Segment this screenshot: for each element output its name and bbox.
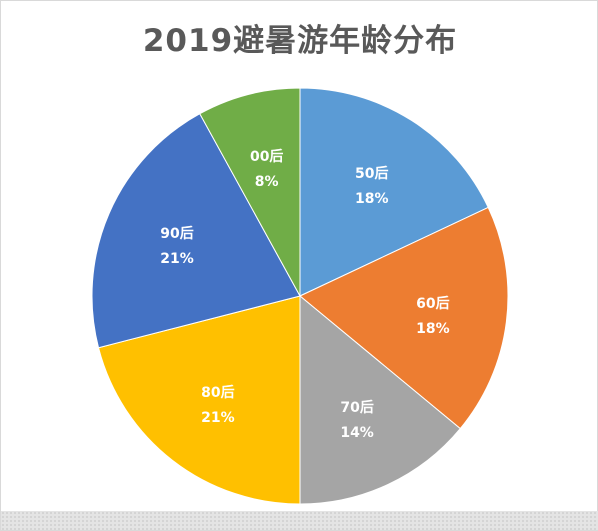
slice-value-label-3: 21% (201, 410, 235, 426)
slice-category-label-1: 60后 (416, 295, 449, 312)
pie-slice-1 (299, 206, 509, 430)
pie-slice-2 (299, 294, 461, 505)
slice-value-label-4: 21% (160, 251, 194, 267)
slice-category-label-0: 50后 (355, 165, 388, 182)
slice-category-label-2: 70后 (340, 399, 373, 416)
slice-category-label-5: 00后 (250, 148, 283, 165)
slice-value-label-0: 18% (355, 191, 389, 207)
slice-category-label-3: 80后 (201, 384, 234, 401)
bottom-strip (1, 511, 598, 530)
pie-slice-4 (91, 113, 301, 349)
slice-value-label-2: 14% (340, 425, 374, 441)
slice-value-label-1: 18% (416, 321, 450, 337)
pie-slice-5 (199, 87, 301, 297)
pie-slice-0 (299, 87, 489, 297)
chart-title: 2019避暑游年龄分布 (142, 23, 458, 59)
slice-category-label-4: 90后 (160, 225, 193, 242)
pie-slice-3 (97, 295, 301, 505)
slice-value-label-5: 8% (255, 174, 279, 190)
